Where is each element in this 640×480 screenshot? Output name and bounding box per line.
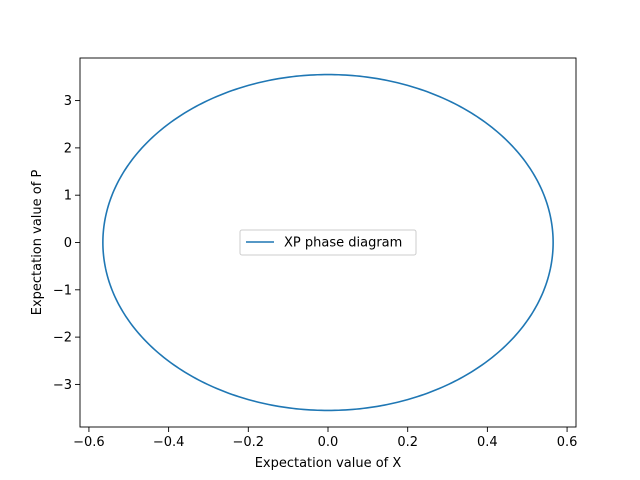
phase-curve-line <box>102 73 554 412</box>
x-axis-ticks: −0.6 −0.4 −0.2 0.0 0.2 0.4 0.6 <box>73 427 577 450</box>
x-tick-label: 0.0 <box>318 435 339 450</box>
y-tick-label: −2 <box>53 331 72 346</box>
x-tick-label: 0.4 <box>477 435 498 450</box>
x-tick-label: −0.6 <box>73 435 105 450</box>
y-tick-label: 0 <box>64 236 72 251</box>
y-tick-label: −3 <box>53 378 72 393</box>
y-tick-label: −1 <box>53 283 72 298</box>
legend: XP phase diagram <box>239 229 417 256</box>
y-axis-ticks: −3 −2 −1 0 1 2 3 <box>53 94 80 393</box>
x-tick-label: −0.4 <box>153 435 185 450</box>
x-tick-label: 0.6 <box>557 435 578 450</box>
y-tick-label: 3 <box>64 94 72 109</box>
plot-frame <box>79 57 577 428</box>
x-tick-label: −0.2 <box>233 435 265 450</box>
y-axis-label: Expectation value of P <box>30 170 45 316</box>
x-axis-label: Expectation value of X <box>255 456 402 471</box>
x-tick-label: 0.2 <box>397 435 418 450</box>
y-tick-label: 1 <box>64 189 72 204</box>
legend-box <box>239 229 417 256</box>
legend-label: XP phase diagram <box>284 236 402 251</box>
y-tick-label: 2 <box>64 141 72 156</box>
